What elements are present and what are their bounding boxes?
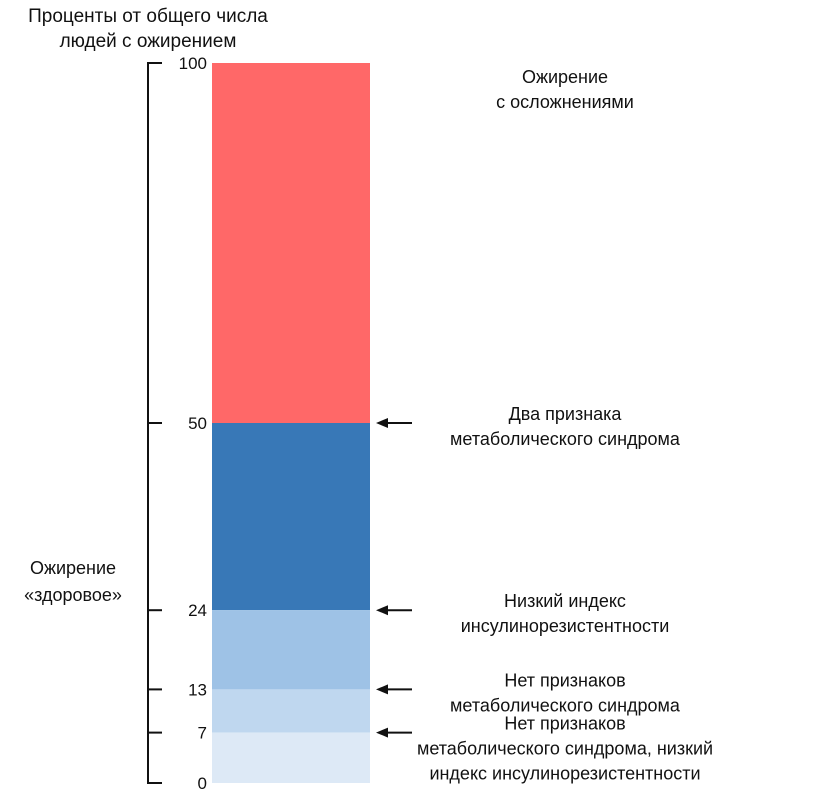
annotation-100-line-2: с осложнениями xyxy=(496,92,634,112)
healthy-obesity-label: Ожирение «здоровое» xyxy=(24,558,122,605)
annotation-arrows xyxy=(376,418,412,738)
annotations: Ожирение с осложнениями Два признака метабо… xyxy=(417,67,713,784)
annotation-50-line-2: метаболического синдрома xyxy=(450,429,681,449)
annotation-50-line-1: Два признака xyxy=(509,404,623,424)
annotation-13-line-2: метаболического синдрома xyxy=(450,695,681,715)
annotation-100-line-1: Ожирение xyxy=(522,67,608,87)
annotation-13-line-1: Нет признаков xyxy=(504,670,625,690)
bar-segment-0-7 xyxy=(212,732,370,783)
annotation-7-line-1: Нет признаков xyxy=(504,714,625,734)
y-axis-ticks: 100 50 24 13 7 0 xyxy=(147,54,207,793)
y-tick-label-7: 7 xyxy=(198,724,207,743)
chart-title: Проценты от общего числа людей с ожирени… xyxy=(28,6,268,52)
annotation-24-line-1: Низкий индекс xyxy=(504,591,626,611)
y-tick-label-50: 50 xyxy=(188,414,207,433)
bar-segments xyxy=(212,63,370,783)
chart-title-line-2: людей с ожирением xyxy=(60,31,237,52)
group-label-line-2: «здоровое» xyxy=(24,585,122,605)
annotation-arrow-head-24 xyxy=(376,605,388,616)
bar-segment-50-100 xyxy=(212,63,370,423)
annotation-7-line-2: метаболического синдрома, низкий xyxy=(417,739,713,759)
chart-title-line-1: Проценты от общего числа xyxy=(28,6,268,27)
y-tick-label-0: 0 xyxy=(198,774,207,793)
bar-segment-24-50 xyxy=(212,423,370,611)
bar-segment-7-13 xyxy=(212,689,370,733)
bar-segment-13-24 xyxy=(212,610,370,690)
group-label-line-1: Ожирение xyxy=(30,558,116,578)
y-tick-label-24: 24 xyxy=(188,601,207,620)
annotation-arrow-head-7 xyxy=(376,727,388,738)
annotation-arrow-head-13 xyxy=(376,684,388,695)
annotation-7-line-3: индекс инсулинорезистентности xyxy=(429,764,700,784)
annotation-arrow-head-50 xyxy=(376,418,388,428)
y-tick-label-13: 13 xyxy=(188,680,207,699)
annotation-24-line-2: инсулинорезистентности xyxy=(461,616,670,636)
y-tick-label-100: 100 xyxy=(179,54,207,73)
